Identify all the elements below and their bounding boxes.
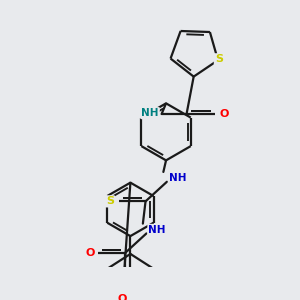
Text: S: S (215, 54, 223, 64)
Text: O: O (118, 294, 127, 300)
Text: S: S (106, 196, 114, 206)
Text: NH: NH (148, 225, 166, 235)
Text: NH: NH (169, 173, 186, 183)
Text: NH: NH (141, 108, 159, 118)
Text: O: O (219, 109, 229, 119)
Text: O: O (85, 248, 95, 258)
